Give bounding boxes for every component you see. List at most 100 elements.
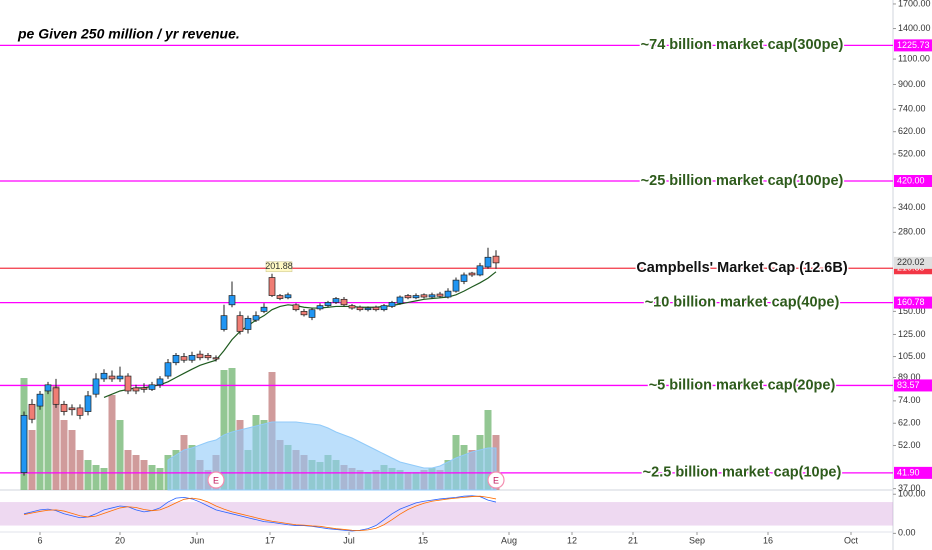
volume-bar	[100, 468, 108, 490]
volume-bar	[156, 468, 164, 490]
volume-bar	[44, 390, 52, 490]
candle-body	[108, 375, 116, 380]
y-tick-label: 37.00	[898, 483, 921, 493]
candle-body	[204, 354, 212, 359]
candle-body	[364, 307, 372, 311]
earnings-label: E	[493, 475, 499, 485]
candle-body	[196, 353, 204, 359]
level-price-box	[894, 296, 932, 309]
x-tick-label: Aug	[501, 535, 517, 545]
candle-body	[100, 372, 108, 380]
candle-body	[228, 295, 236, 306]
candle-body	[428, 294, 436, 298]
candle-body	[140, 387, 148, 390]
earnings-marker	[487, 471, 505, 489]
y-tick-label: 1100.00	[898, 53, 930, 63]
x-tick-label: Sep	[689, 535, 705, 545]
y-tick-label: 89.00	[898, 372, 921, 382]
candle-body	[324, 302, 332, 306]
y-tick-label: 74.00	[898, 395, 921, 405]
volume-bar	[84, 460, 92, 490]
candle-body	[268, 277, 276, 296]
y-tick-label: 340.00	[898, 202, 926, 212]
candle-body	[308, 309, 316, 318]
oscillator-band	[0, 502, 893, 526]
candle-body	[380, 305, 388, 311]
y-tick-label: 900.00	[898, 79, 926, 89]
earnings-label: E	[213, 475, 219, 485]
candle-body	[188, 354, 196, 361]
earnings-marker	[207, 471, 225, 489]
candle-body	[172, 354, 180, 364]
level-text: ~2.5 billion market cap(10pe)	[643, 465, 842, 481]
osc-tick-label: 0.00	[898, 528, 916, 538]
x-tick-label: 16	[763, 535, 773, 545]
last-price-label: 220.02	[897, 257, 925, 267]
y-tick-label: 52.00	[898, 440, 921, 450]
candle-body	[420, 294, 428, 298]
volume-bar	[228, 368, 236, 490]
candle-body	[340, 298, 348, 306]
oscillator-line	[23, 495, 497, 532]
level-price-box	[894, 379, 932, 392]
x-tick-label: Oct	[844, 535, 859, 545]
candle-body	[76, 407, 84, 416]
candle-body	[452, 279, 460, 292]
y-tick-label: 740.00	[898, 104, 926, 114]
candle-body	[220, 315, 228, 330]
candle-body	[292, 304, 300, 311]
volume-bar	[124, 450, 132, 490]
candle-body	[212, 357, 220, 360]
candle-body	[36, 393, 44, 407]
y-tick-label: 520.00	[898, 148, 926, 158]
x-tick-label: Jul	[343, 535, 355, 545]
candle-body	[124, 375, 132, 392]
x-tick-label: 20	[115, 535, 125, 545]
level-price-label: 420.00	[897, 175, 925, 185]
y-tick-label: 125.00	[898, 329, 926, 339]
candle-body	[492, 255, 500, 264]
price-axis-panel	[893, 0, 932, 550]
y-tick-label: 620.00	[898, 126, 926, 136]
level-text: ~5 billion market cap(20pe)	[649, 377, 836, 393]
candle-body	[164, 362, 172, 377]
chart-title: pe Given 250 million / yr revenue.	[17, 26, 240, 42]
candle-body	[148, 384, 156, 390]
level-price-label: 41.90	[897, 467, 920, 477]
level-text: ~10 billion market cap(40pe)	[645, 294, 840, 310]
candle-body	[116, 375, 124, 380]
volume-bar	[28, 430, 36, 490]
candle-body	[284, 294, 292, 299]
candle-body	[276, 295, 284, 299]
candle-body	[484, 256, 492, 268]
candle-body	[60, 403, 68, 412]
moving-average	[103, 271, 497, 399]
candle-body	[260, 306, 268, 312]
candle-body	[396, 296, 404, 304]
candle-body	[84, 395, 92, 412]
plot: ~74 billion market cap(300pe) ~25 billion…	[0, 36, 893, 532]
candle-body	[244, 317, 252, 330]
volume-bar	[108, 395, 116, 490]
high-label-box	[265, 261, 293, 273]
volume-bar	[52, 385, 60, 490]
candle-body	[412, 295, 420, 299]
candle-body	[236, 315, 244, 332]
oscillator-line	[23, 495, 497, 532]
candle-body	[372, 306, 380, 311]
level-price-label: 83.57	[897, 380, 920, 390]
volume-bar	[116, 420, 124, 490]
candle-body	[468, 272, 476, 276]
level-price-label: 1225.73	[897, 40, 930, 50]
y-tick-label: 1700.00	[898, 0, 931, 8]
candle-body	[68, 407, 76, 411]
volume-bar	[140, 460, 148, 490]
volume-bar	[36, 400, 44, 490]
candle-body	[180, 356, 188, 361]
candle-body	[44, 384, 52, 392]
x-tick-label: 15	[418, 535, 428, 545]
level-text: ~25 billion market cap(100pe)	[641, 173, 844, 189]
candle-body	[316, 305, 324, 310]
x-tick-label: 17	[265, 535, 275, 545]
